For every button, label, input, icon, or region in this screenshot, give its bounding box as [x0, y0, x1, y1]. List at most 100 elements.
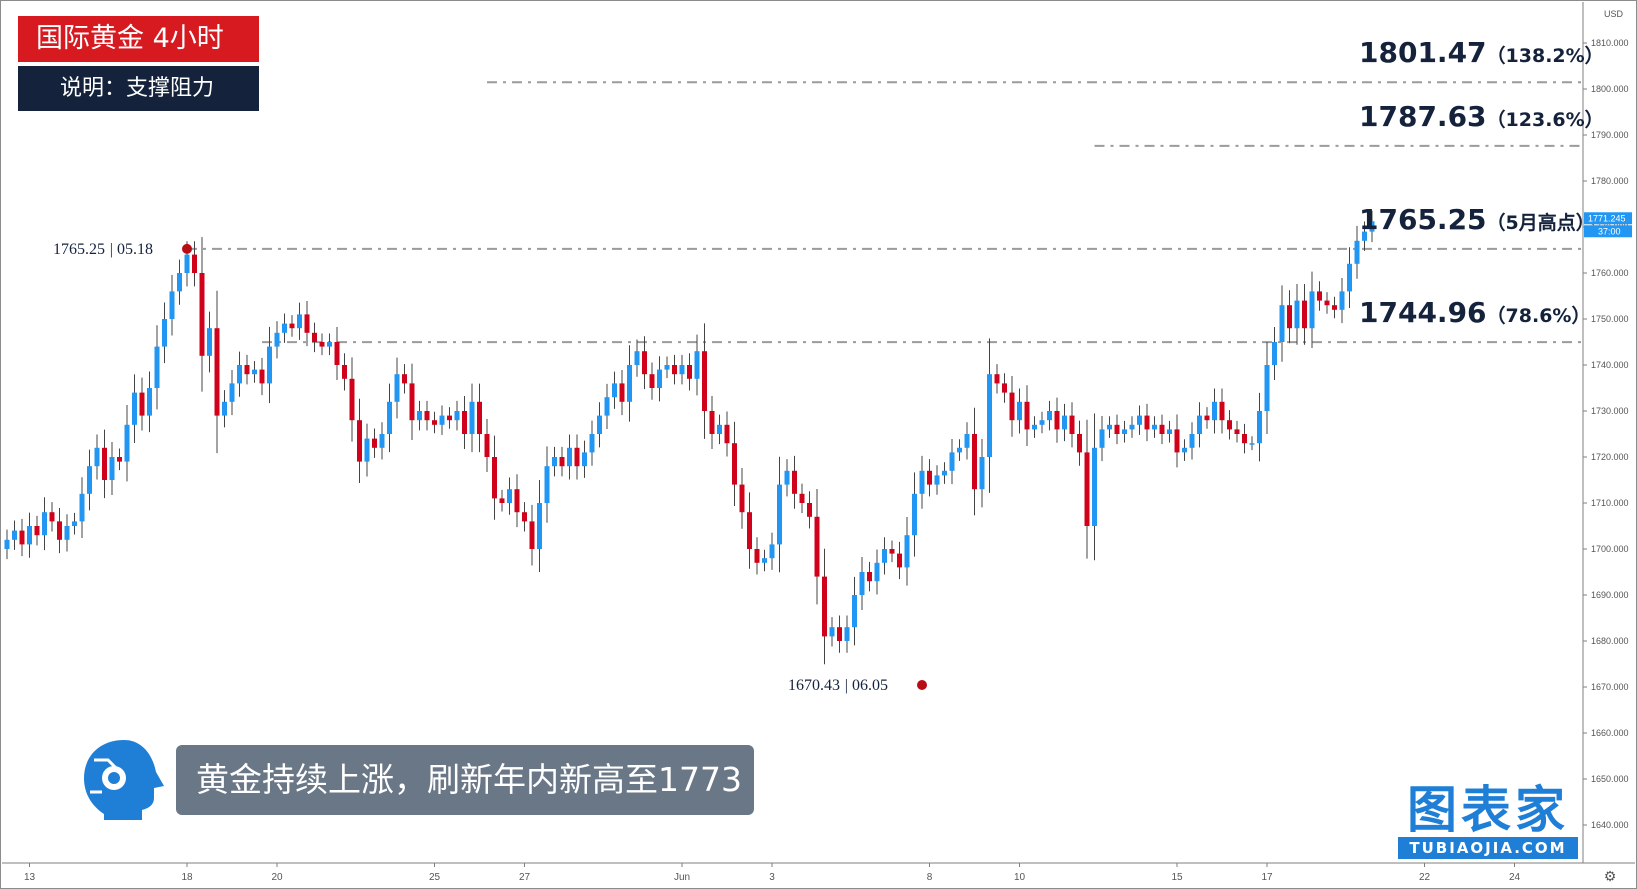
brand-logo: 图表家 TUBIAOJIA.COM	[1398, 783, 1578, 863]
candle-body	[1354, 240, 1360, 264]
y-tick-label: 1720.000	[1591, 452, 1629, 462]
candle-body	[1167, 429, 1172, 434]
candle-body	[289, 323, 295, 329]
candle-body	[537, 503, 542, 549]
candle-body	[462, 411, 467, 434]
candle-body	[567, 447, 572, 467]
currency-label: USD	[1604, 9, 1624, 19]
candle-body	[1054, 411, 1060, 430]
candle-body	[1092, 447, 1097, 526]
candle-body	[64, 526, 70, 540]
candle-body	[1279, 305, 1285, 342]
candle-body	[162, 319, 167, 347]
candle-body	[559, 457, 565, 467]
y-tick-label: 1690.000	[1591, 590, 1629, 600]
candle-body	[1159, 424, 1165, 434]
candle-body	[349, 378, 355, 421]
candle-body	[1114, 424, 1120, 434]
x-tick-label: 27	[519, 872, 531, 883]
candle-body	[754, 549, 760, 563]
candle-body	[672, 365, 677, 375]
candle-body	[1249, 443, 1255, 445]
candle-body	[87, 466, 92, 494]
y-tick-label: 1780.000	[1591, 176, 1629, 186]
candle-body	[544, 466, 550, 503]
candle-body	[687, 365, 692, 379]
candle-body	[1302, 300, 1307, 329]
candle-body	[1227, 420, 1232, 430]
x-tick-label: Jun	[674, 872, 690, 883]
candle-body	[994, 374, 1000, 384]
candle-body	[1002, 383, 1007, 393]
candle-body	[814, 516, 820, 577]
y-tick-label: 1680.000	[1591, 636, 1629, 646]
candle-body	[619, 383, 625, 402]
y-tick-label: 1700.000	[1591, 544, 1629, 554]
candle-body	[72, 521, 77, 526]
candle-body	[979, 457, 985, 490]
x-tick-label: 15	[1171, 872, 1183, 883]
y-tick-label: 1790.000	[1591, 130, 1629, 140]
candle-body	[1204, 415, 1210, 421]
candle-body	[739, 484, 745, 513]
candle-body	[949, 452, 955, 471]
candle-body	[1234, 429, 1240, 434]
candle-body	[274, 332, 280, 347]
candle-body	[747, 512, 752, 549]
candle-body	[1032, 424, 1037, 430]
brand-name-en: TUBIAOJIA.COM	[1398, 837, 1578, 859]
candle-body	[1347, 263, 1352, 292]
candle-body	[1332, 305, 1337, 310]
candle-body	[1017, 401, 1022, 421]
candle-body	[1047, 411, 1052, 421]
candle-body	[357, 420, 362, 462]
candle-body	[859, 572, 865, 595]
candle-body	[147, 388, 152, 416]
candle-body	[312, 332, 317, 342]
candle-body	[454, 411, 460, 421]
candle-body	[649, 374, 655, 388]
candle-body	[1062, 415, 1067, 430]
candle-body	[207, 328, 212, 356]
candle-body	[1264, 365, 1270, 411]
candle-body	[417, 411, 422, 421]
candle-body	[282, 323, 287, 333]
candle-body	[709, 411, 715, 434]
candle-body	[447, 415, 452, 421]
candle-body	[439, 415, 445, 425]
candle-body	[1212, 401, 1217, 421]
candle-body	[409, 383, 415, 421]
candle-body	[529, 521, 535, 549]
candle-body	[784, 470, 790, 485]
candle-body	[1152, 424, 1157, 430]
candle-body	[1077, 434, 1082, 453]
x-tick-label: 18	[181, 872, 193, 883]
robot-head-icon	[84, 740, 164, 820]
marker-price-label: 1670.43	[788, 677, 840, 694]
y-tick-label: 1730.000	[1591, 406, 1629, 416]
candle-body	[499, 498, 505, 503]
candle-body	[1122, 429, 1127, 434]
candle-body	[244, 365, 250, 375]
candle-body	[597, 415, 602, 434]
candle-body	[897, 553, 902, 568]
candle-body	[807, 503, 812, 517]
candle-body	[229, 383, 235, 402]
candle-body	[664, 365, 670, 370]
candle-body	[904, 535, 910, 568]
candle-body	[1189, 434, 1195, 448]
candle-body	[934, 475, 940, 485]
candle-body	[154, 346, 160, 388]
y-tick-label: 1710.000	[1591, 498, 1629, 508]
candle-body	[12, 530, 17, 540]
level-price-label: 1801.47（138.2%）	[1359, 36, 1604, 69]
candle-body	[27, 526, 32, 545]
candle-body	[1144, 415, 1150, 430]
countdown-tag	[1584, 225, 1632, 238]
candle-body	[42, 512, 47, 536]
candle-body	[1084, 452, 1090, 526]
candle-body	[964, 434, 970, 448]
candle-body	[334, 342, 340, 365]
extreme-marker-dot	[182, 243, 192, 254]
